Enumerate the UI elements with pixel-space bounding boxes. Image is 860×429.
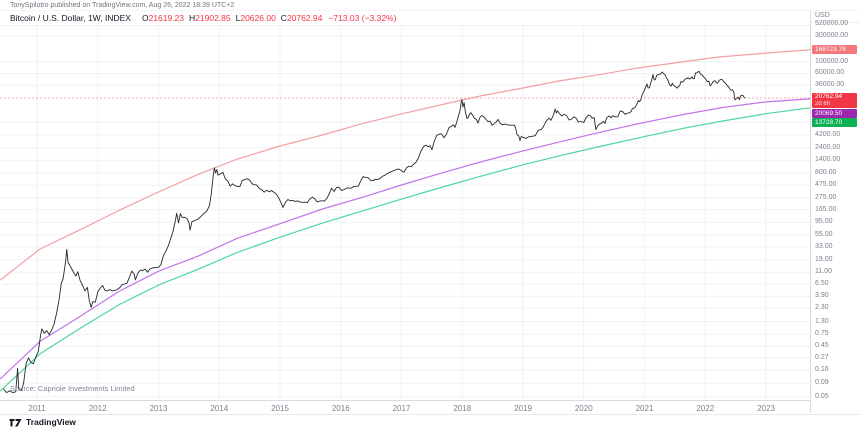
price-tick-label: 33.00 [815, 242, 833, 250]
price-tick-label: 0.09 [815, 379, 829, 387]
last-price-label: 20762.94 2d 6h [812, 93, 857, 109]
price-tick-label: 275.00 [815, 193, 837, 201]
price-chart-canvas[interactable] [0, 0, 810, 400]
price-tick-label: 1400.00 [815, 156, 841, 164]
middle-curve-price-label: 20069.50 [812, 108, 857, 118]
year-label: 2011 [28, 404, 46, 413]
attribution-bar: TonySpilotro published on TradingView.co… [0, 0, 860, 11]
price-tick-label: 100000.00 [815, 57, 849, 65]
price-tick-label: 0.05 [815, 392, 829, 400]
price-tick-label: 95.00 [815, 218, 833, 226]
year-label: 2018 [453, 404, 472, 413]
low-label: L [235, 13, 241, 23]
attribution-text: TonySpilotro published on TradingView.co… [10, 1, 235, 9]
price-tick-label: 4200.00 [815, 130, 841, 138]
price-tick-label: 60000.00 [815, 69, 845, 77]
price-tick-label: 165.00 [815, 205, 837, 213]
price-tick-label: 520000.00 [815, 19, 849, 27]
chart-legend: Bitcoin / U.S. Dollar, 1W, INDEX O 21619… [0, 11, 810, 26]
price-axis-unit: USD [815, 12, 830, 19]
year-label: 2022 [696, 404, 715, 413]
low-value: 20626.00 [240, 13, 276, 23]
year-label: 2023 [757, 404, 775, 413]
year-label: 2017 [392, 404, 411, 413]
symbol-title: Bitcoin / U.S. Dollar, 1W, INDEX [10, 13, 131, 23]
price-tick-label: 36000.00 [815, 81, 845, 89]
price-tick-label: 0.75 [815, 330, 829, 338]
footer-bar: TradingView [0, 414, 860, 429]
price-tick-label: 19.00 [815, 255, 833, 263]
price-tick-label: 300000.00 [815, 32, 849, 40]
year-label: 2014 [210, 404, 229, 413]
price-axis[interactable]: USD 520000.00 300000.00 100000.00 60000.00 3… [810, 0, 860, 413]
lower-curve-price-label: 13728.70 [812, 118, 857, 128]
change-value: −713.03 (−3.32%) [328, 13, 397, 23]
axis-divider [811, 22, 860, 23]
year-label: 2016 [331, 404, 350, 413]
year-label: 2019 [514, 404, 532, 413]
btc-usd-weekly [3, 70, 746, 394]
footer-brand-link[interactable]: TradingView [26, 417, 76, 427]
price-axis-badges: 168723.78 20762.94 2d 6h 20069.50 13728.70 [811, 0, 860, 413]
price-tick-label: 1.30 [815, 317, 829, 325]
price-tick-label: 0.27 [815, 353, 829, 361]
price-tick-label: 2400.00 [815, 143, 841, 151]
price-tick-label: 0.16 [815, 365, 829, 373]
price-tick-label: 2.30 [815, 304, 829, 312]
lower-growth-curve [0, 107, 810, 392]
upper-curve-price-label: 168723.78 [812, 45, 857, 55]
year-label: 2012 [88, 404, 107, 413]
high-label: H [189, 13, 196, 23]
price-tick-label: 800.00 [815, 169, 837, 177]
price-tick-label: 55.00 [815, 231, 833, 239]
tradingview-logo-icon[interactable] [9, 417, 22, 427]
high-value: 21902.85 [195, 13, 231, 23]
open-value: 21619.23 [148, 13, 185, 23]
year-label: 2021 [635, 404, 654, 413]
price-tick-label: 0.45 [815, 342, 829, 350]
price-tick-label: 3.90 [815, 292, 829, 300]
source-note: Source: Capriole Investments Limited [10, 384, 135, 393]
upper-growth-curve [0, 49, 810, 281]
year-label: 2015 [271, 404, 289, 413]
price-tick-label: 6.50 [815, 280, 829, 288]
price-tick-label: 11.00 [815, 268, 832, 276]
year-label: 2020 [574, 404, 593, 413]
time-axis[interactable]: 2011 2012 2013 2014 2015 2016 2017 2018 2019 2020… [0, 400, 810, 415]
open-label: O [141, 13, 149, 23]
middle-growth-curve [0, 98, 810, 380]
close-value: 20762.94 [286, 13, 323, 23]
price-tick-label: 475.00 [815, 181, 837, 189]
close-label: C [280, 13, 287, 23]
year-label: 2013 [149, 404, 168, 413]
